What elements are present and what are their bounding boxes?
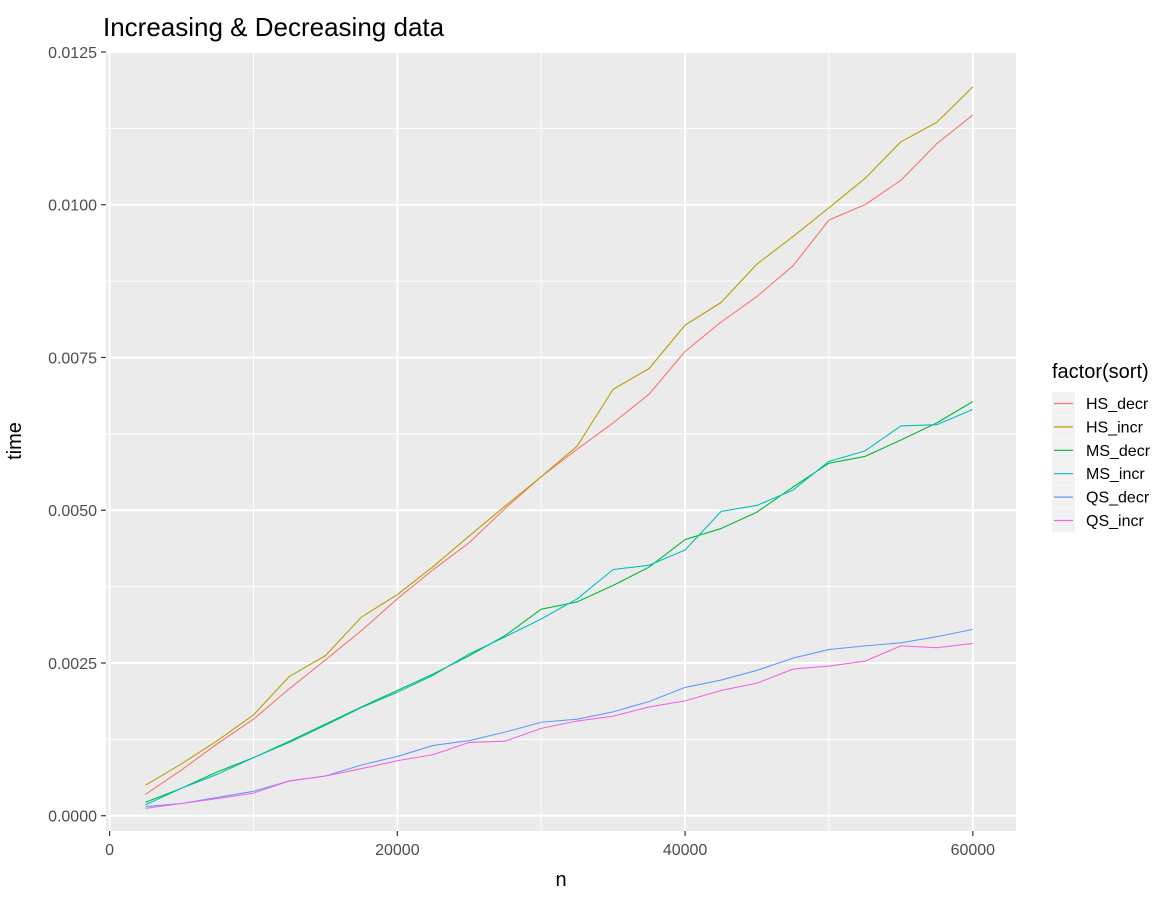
x-tick-label: 20000 (375, 842, 420, 859)
plot-background (106, 52, 1016, 831)
y-tick-label: 0.0100 (48, 198, 97, 215)
series-line-hs-incr (145, 86, 974, 786)
y-axis-label: time (4, 422, 26, 460)
y-tick-label: 0.0025 (48, 656, 97, 673)
y-tick-label: 0.0125 (48, 45, 97, 62)
legend-label: QS_incr (1086, 513, 1144, 530)
x-axis-label: n (555, 869, 566, 891)
y-tick-label: 0.0000 (48, 809, 97, 826)
x-tick-label: 0 (105, 842, 114, 859)
y-axis: 0.0000 0.0025 0.0050 0.0075 0.0100 0.0125 (48, 45, 106, 826)
legend-label: MS_incr (1086, 466, 1145, 483)
legend-label: HS_incr (1086, 419, 1144, 436)
legend-items: HS_decr HS_incr MS_decr MS_incr QS_decr QS_in… (1052, 392, 1151, 532)
chart-title: Increasing & Decreasing data (103, 12, 445, 42)
x-axis: 0 20000 40000 60000 (105, 831, 995, 859)
legend-label: QS_decr (1086, 490, 1150, 507)
legend-label: HS_decr (1086, 396, 1149, 413)
series-line-ms-decr (145, 401, 974, 803)
plot-panel (106, 51, 1016, 831)
y-tick-label: 0.0050 (48, 503, 97, 520)
series-line-hs-decr (145, 114, 974, 795)
series-line-qs-incr (145, 642, 973, 809)
x-tick-label: 40000 (663, 842, 708, 859)
legend-label: MS_decr (1086, 443, 1151, 460)
series-line-ms-incr (145, 408, 974, 806)
legend-title: factor(sort) (1052, 361, 1149, 383)
x-tick-label: 60000 (951, 842, 996, 859)
legend: factor(sort) HS_decr HS_incr MS_decr MS_inc… (1052, 361, 1151, 532)
y-tick-label: 0.0075 (48, 350, 97, 367)
